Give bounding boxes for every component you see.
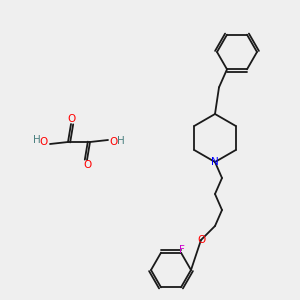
Text: O: O <box>83 160 91 170</box>
Text: O: O <box>40 137 48 147</box>
Text: N: N <box>211 157 219 167</box>
Text: F: F <box>179 245 185 255</box>
Text: O: O <box>67 114 75 124</box>
Text: H: H <box>117 136 125 146</box>
Text: O: O <box>110 137 118 147</box>
Text: O: O <box>197 235 205 245</box>
Text: H: H <box>33 135 41 145</box>
